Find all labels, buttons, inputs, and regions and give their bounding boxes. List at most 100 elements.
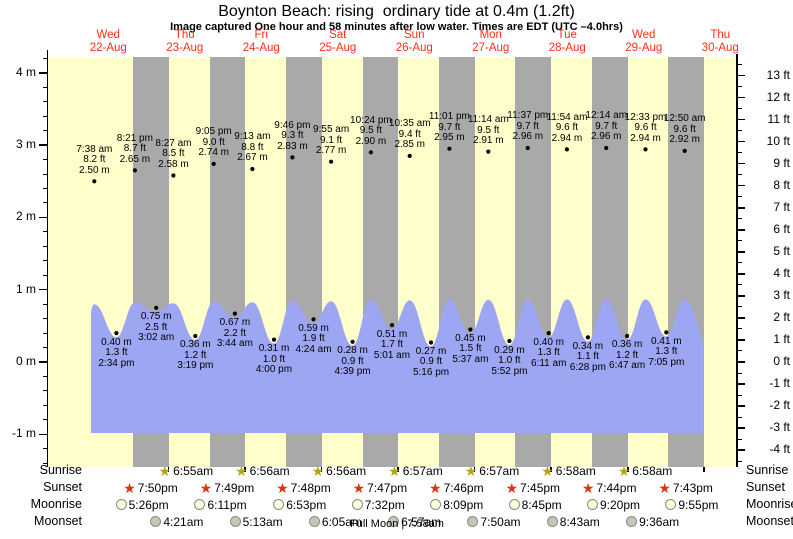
day-label-dow: Sat <box>329 29 347 41</box>
moonset-icon <box>229 516 241 527</box>
tide-point-dot <box>114 331 119 336</box>
tide-point-dot <box>290 155 295 160</box>
annotation-line: 9.6 ft <box>673 123 696 135</box>
annotation-line: 5:52 pm <box>491 365 528 377</box>
axis-label-left: 2 m <box>15 209 36 224</box>
annotation-line: 2:34 pm <box>98 357 135 369</box>
annotation-line: 1.2 ft <box>615 349 639 361</box>
axis-label-right: 0 ft <box>773 354 790 368</box>
day-label: Sat 25-Aug <box>293 29 383 55</box>
moonrise-icon <box>665 499 677 510</box>
annotation-line: 2.5 ft <box>145 321 168 333</box>
axis-label-right: 13 ft <box>766 67 790 82</box>
moonrise-entry: 8:09pm <box>430 497 483 512</box>
axis-tick-right <box>737 184 745 187</box>
astro-time: 9:20pm <box>600 497 641 512</box>
sunset-entry: ★ 7:47pm <box>353 480 408 495</box>
axis-tick-right <box>737 162 745 165</box>
axis-label-right: 5 ft <box>773 243 790 258</box>
tide-point-dot <box>564 147 570 152</box>
day-label-dow: Tue <box>557 29 577 41</box>
astro-time: 6:58am <box>555 463 596 478</box>
annotation-line: 9.7 ft <box>438 121 461 133</box>
annotation-line: 11:37 pm <box>507 110 549 122</box>
annotation-line: 1.3 ft <box>655 346 678 358</box>
astro-row-label-left: Sunset <box>43 480 82 494</box>
astro-time: 7:45pm <box>520 480 561 495</box>
axis-tick-right <box>737 206 745 209</box>
annotation-line: 0.75 m <box>140 311 172 323</box>
axis-tick-left <box>39 144 47 146</box>
moonset-icon <box>467 516 479 527</box>
axis-label-right: -2 ft <box>769 398 790 413</box>
astro-time: 6:55am <box>173 463 214 478</box>
annotation-line: 7:38 am <box>76 143 113 155</box>
astro-time: 7:47pm <box>367 480 408 495</box>
moonset-entry: 8:43am <box>546 514 600 529</box>
annotation-line: 2.91 m <box>473 135 504 147</box>
axis-tick-right <box>737 383 745 385</box>
tide-curve-svg <box>91 145 703 433</box>
tide-point-dot <box>643 147 648 152</box>
astro-time: 7:48pm <box>290 480 331 495</box>
sunset-entry: ★ 7:46pm <box>429 480 484 495</box>
astro-time: 5:13am <box>242 514 283 529</box>
high-tide-annotation: 10:35 am 9.4 ft 2.85 m <box>389 119 431 151</box>
sunset-entry: ★ 7:48pm <box>276 480 331 495</box>
tide-point-dot <box>350 339 355 344</box>
day-label-dow: Mon <box>479 29 502 41</box>
annotation-line: 9.0 ft <box>202 136 225 148</box>
annotation-line: 0.40 m <box>101 336 132 348</box>
annotation-line: 2.77 m <box>315 145 347 157</box>
annotation-line: 1.5 ft <box>459 343 482 355</box>
high-tide-annotation: 11:54 am 9.6 ft 2.94 m <box>546 111 588 145</box>
moonrise-icon <box>587 499 598 510</box>
annotation-line: 0.9 ft <box>419 356 443 368</box>
tide-point-dot <box>486 149 491 154</box>
day-label: Wed 29-Aug <box>599 29 689 55</box>
annotation-line: 2.85 m <box>394 139 426 151</box>
annotation-line: 11:54 am <box>546 111 588 123</box>
annotation-line: 12:33 pm <box>624 111 667 123</box>
tide-point-dot <box>428 340 434 345</box>
low-tide-annotation: 0.36 m 1.2 ft 6:47 am <box>609 340 645 372</box>
day-label: Fri 24-Aug <box>216 29 306 55</box>
day-label: Sun 26-Aug <box>369 29 459 55</box>
axis-tick-right <box>737 427 745 429</box>
day-label: Wed 22-Aug <box>63 29 153 55</box>
astro-row-label-right: Moonset <box>746 514 793 528</box>
annotation-line: 8.7 ft <box>123 143 146 155</box>
axis-minor-tick-left <box>42 187 47 189</box>
low-tide-annotation: 0.36 m 1.2 ft 3:19 pm <box>177 340 213 372</box>
axis-minor-tick-right <box>737 284 742 286</box>
sunset-star-icon: ★ <box>505 479 519 496</box>
axis-minor-tick-left <box>42 404 47 406</box>
full-moon-note: Full Moon | 7:58am <box>350 518 444 530</box>
day-label: Tue 28-Aug <box>522 29 612 55</box>
day-label-date: 25-Aug <box>319 42 357 54</box>
axis-tick-right <box>737 273 745 275</box>
astro-time: 8:45pm <box>521 497 562 512</box>
annotation-line: 6:11 am <box>531 357 567 369</box>
astro-time: 7:50am <box>480 514 521 529</box>
tide-point-dot <box>329 159 334 164</box>
axis-minor-tick-right <box>737 350 742 352</box>
annotation-line: 1.0 ft <box>498 355 521 367</box>
tide-point-dot <box>132 168 137 173</box>
astro-time: 7:32pm <box>364 497 405 512</box>
axis-minor-tick-left <box>42 419 47 421</box>
axis-label-left: 4 m <box>15 64 36 79</box>
axis-minor-tick-right <box>737 196 742 198</box>
annotation-line: 2.74 m <box>198 147 229 159</box>
axis-minor-tick-left <box>42 303 47 305</box>
high-tide-annotation: 8:21 pm 8.7 ft 2.65 m <box>117 133 153 166</box>
axis-minor-tick-right <box>737 394 742 396</box>
annotation-line: 1.0 ft <box>262 353 286 365</box>
low-tide-annotation: 0.40 m 1.3 ft 6:11 am <box>531 337 567 370</box>
annotation-line: 2.94 m <box>551 132 583 144</box>
sunrise-entry: ★ 6:58am <box>618 463 673 478</box>
high-tide-annotation: 12:50 am 9.6 ft 2.92 m <box>664 114 706 146</box>
annotation-line: 9.7 ft <box>516 120 539 132</box>
annotation-line: 0.27 m <box>415 345 447 357</box>
axis-label-right: 7 ft <box>773 199 790 214</box>
